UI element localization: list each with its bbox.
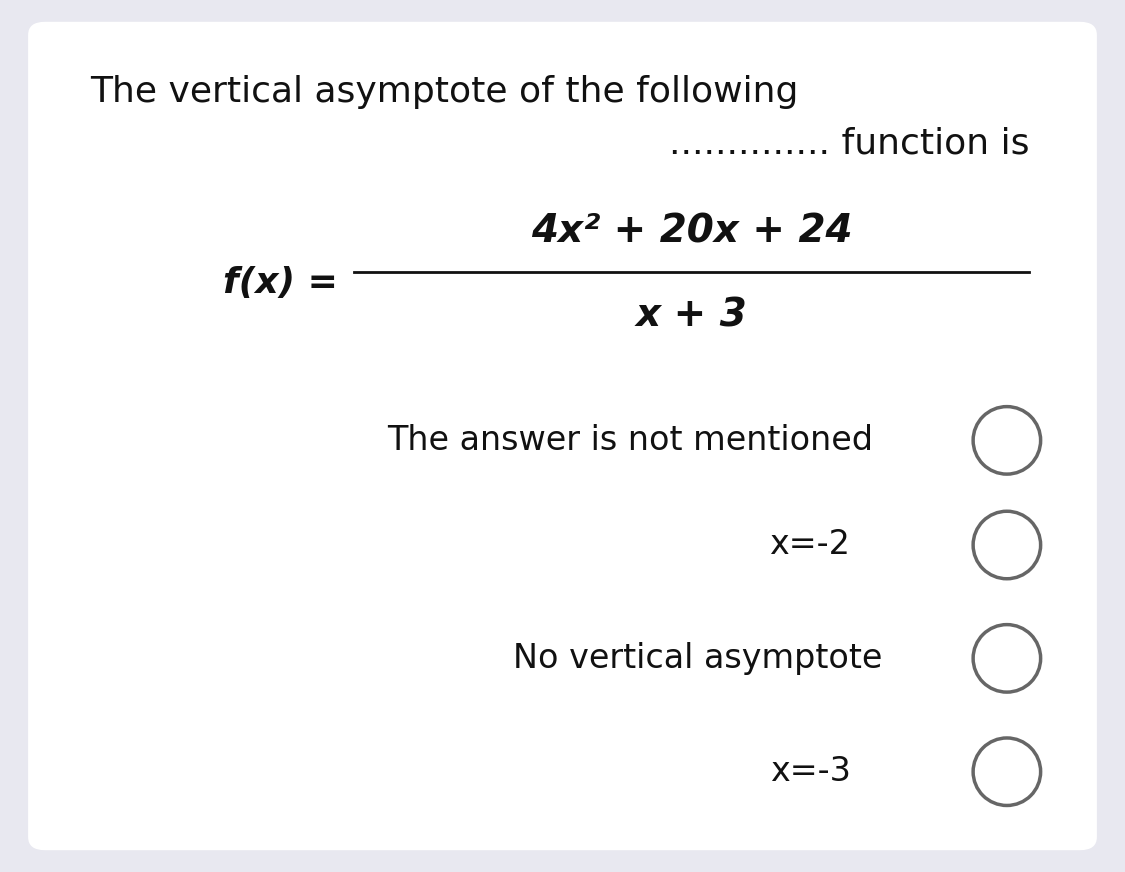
Text: x=-2: x=-2	[770, 528, 850, 562]
Text: .............. function is: .............. function is	[669, 127, 1029, 160]
Text: The answer is not mentioned: The answer is not mentioned	[387, 424, 873, 457]
Text: 4x² + 20x + 24: 4x² + 20x + 24	[531, 212, 853, 250]
FancyBboxPatch shape	[28, 22, 1097, 850]
Text: f(x) =: f(x) =	[223, 267, 338, 300]
Text: The vertical asymptote of the following: The vertical asymptote of the following	[90, 75, 799, 108]
Text: x=-3: x=-3	[770, 755, 850, 788]
Text: No vertical asymptote: No vertical asymptote	[513, 642, 882, 675]
Text: x + 3: x + 3	[636, 296, 748, 335]
